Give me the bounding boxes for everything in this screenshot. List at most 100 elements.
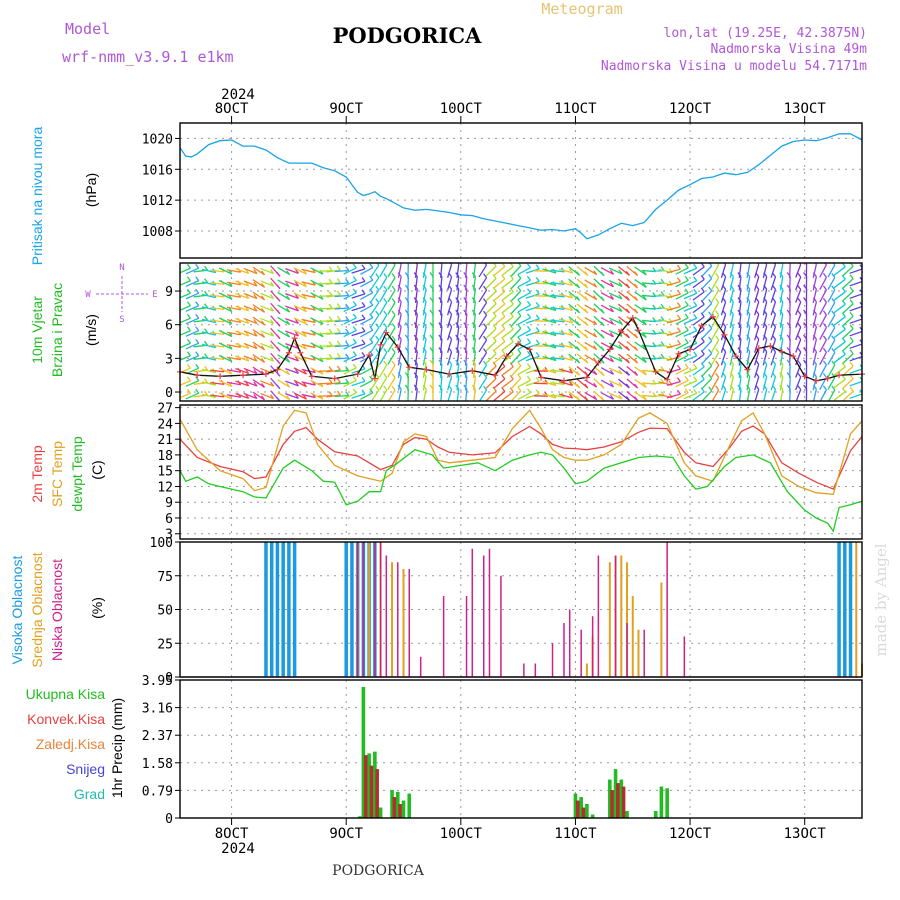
wind-arrow — [218, 279, 233, 288]
top-tick-label: 9OCT — [329, 101, 363, 117]
wind-arrow — [334, 332, 349, 335]
wind-arrow — [584, 279, 598, 288]
wind-arrow-head — [253, 369, 258, 374]
wind-arrow — [210, 282, 225, 285]
wind-arrow-head — [369, 350, 374, 356]
wind-arrow — [277, 391, 290, 401]
wind-arrow — [343, 329, 357, 338]
wind-arrow-head — [771, 372, 776, 378]
wind-arrow — [277, 341, 290, 351]
wind-arrow — [201, 356, 216, 361]
total-precip-bar — [608, 779, 612, 818]
wind-arrow — [584, 291, 598, 301]
footer-city: PODGORICA — [332, 863, 425, 879]
compass-w: W — [85, 290, 91, 300]
wind-arrow-head — [569, 306, 574, 311]
wind-arrow — [501, 366, 514, 376]
wind-arrow-head — [625, 283, 630, 289]
wind-arrow — [517, 354, 531, 363]
wind-arrow-head — [737, 334, 742, 340]
wind-arrow — [711, 377, 720, 390]
low-cloud-bar — [551, 643, 554, 677]
low-cloud-bar — [419, 656, 422, 677]
wind-arrow — [201, 368, 216, 374]
wind-arrow-head — [404, 284, 409, 290]
wind-arrow-head — [841, 287, 846, 293]
wind-arrow — [666, 318, 681, 324]
wind-arrow — [729, 351, 734, 366]
wind-arrow — [351, 368, 366, 374]
wind-arrow — [334, 319, 349, 323]
wind-arrow — [277, 304, 290, 313]
wind-arrow — [542, 343, 557, 349]
wind-arrow-head — [722, 322, 727, 328]
wind-arrow-head — [625, 345, 630, 351]
low-cloud-bar — [523, 663, 525, 677]
wind-arrow-head — [693, 263, 698, 269]
mid-cloud-bar — [620, 555, 623, 677]
wind-arrow-head — [294, 381, 299, 387]
wind-arrow — [493, 278, 506, 289]
wind-arrow-head — [729, 284, 734, 290]
y-tick-label: 25 — [157, 637, 173, 652]
wind-arrow-head — [328, 303, 333, 309]
wind-arrow — [422, 364, 427, 378]
wind-arrow-head — [600, 383, 605, 389]
wind-arrow-head — [849, 374, 854, 380]
wind-arrow-head — [684, 313, 689, 319]
wind-arrow-head — [737, 372, 742, 377]
y-tick-label: 1020 — [142, 132, 173, 147]
wind-arrow — [701, 302, 713, 315]
wind-arrow — [285, 380, 299, 387]
wind-arrow-head — [803, 297, 808, 302]
page-title: PODGORICA — [333, 23, 483, 48]
wind-arrow — [370, 339, 380, 353]
wind-arrow — [260, 367, 274, 375]
low-cloud-bar — [563, 623, 565, 677]
wind-arrow-head — [261, 395, 266, 401]
wind-arrow-head — [779, 272, 784, 277]
wind-arrow — [746, 314, 751, 328]
wind-arrow-head — [391, 285, 396, 291]
wind-arrow — [243, 380, 258, 387]
wind-arrow-head — [618, 294, 623, 300]
wind-arrow-head — [593, 332, 598, 338]
wind-arrow — [478, 364, 488, 378]
wind-arrow-head — [755, 297, 760, 303]
wind-arrow — [666, 343, 681, 349]
wind-arrow — [692, 316, 705, 326]
wind-arrow-head — [492, 274, 497, 279]
wind-arrow-head — [471, 347, 476, 352]
wind-arrow — [210, 344, 225, 348]
high-cloud-bar — [264, 542, 268, 677]
wind-arrow — [370, 377, 380, 390]
wind-arrow — [510, 277, 522, 290]
wind-arrow — [343, 379, 357, 388]
wind-arrow-head — [526, 275, 532, 281]
wind-arrow-head — [771, 272, 776, 278]
wind-arrow — [608, 317, 623, 325]
wind-arrow-head — [535, 264, 540, 270]
wind-arrow-head — [463, 322, 468, 327]
wind-arrow — [666, 281, 681, 286]
wind-arrow — [517, 267, 531, 275]
wind-arrow-head — [336, 365, 341, 371]
wind-arrow-head — [609, 282, 615, 288]
wind-arrow — [754, 276, 760, 291]
wind-arrow-head — [771, 297, 776, 303]
total-precip-bar — [665, 788, 669, 818]
wind-arrow-head — [763, 272, 768, 278]
wind-arrow — [446, 339, 453, 353]
wind-arrow-head — [361, 339, 366, 345]
wind-arrow — [379, 289, 388, 303]
wind-arrow-head — [483, 285, 488, 291]
wind-arrow-head — [455, 284, 460, 290]
wind-arrow-head — [336, 278, 341, 283]
wind-arrow — [795, 376, 802, 391]
wind-arrow — [397, 289, 402, 303]
wind-arrow-head — [404, 384, 409, 390]
wind-arrow-head — [501, 312, 506, 317]
high-cloud-bar — [292, 542, 297, 677]
wind-arrow-head — [501, 299, 506, 305]
